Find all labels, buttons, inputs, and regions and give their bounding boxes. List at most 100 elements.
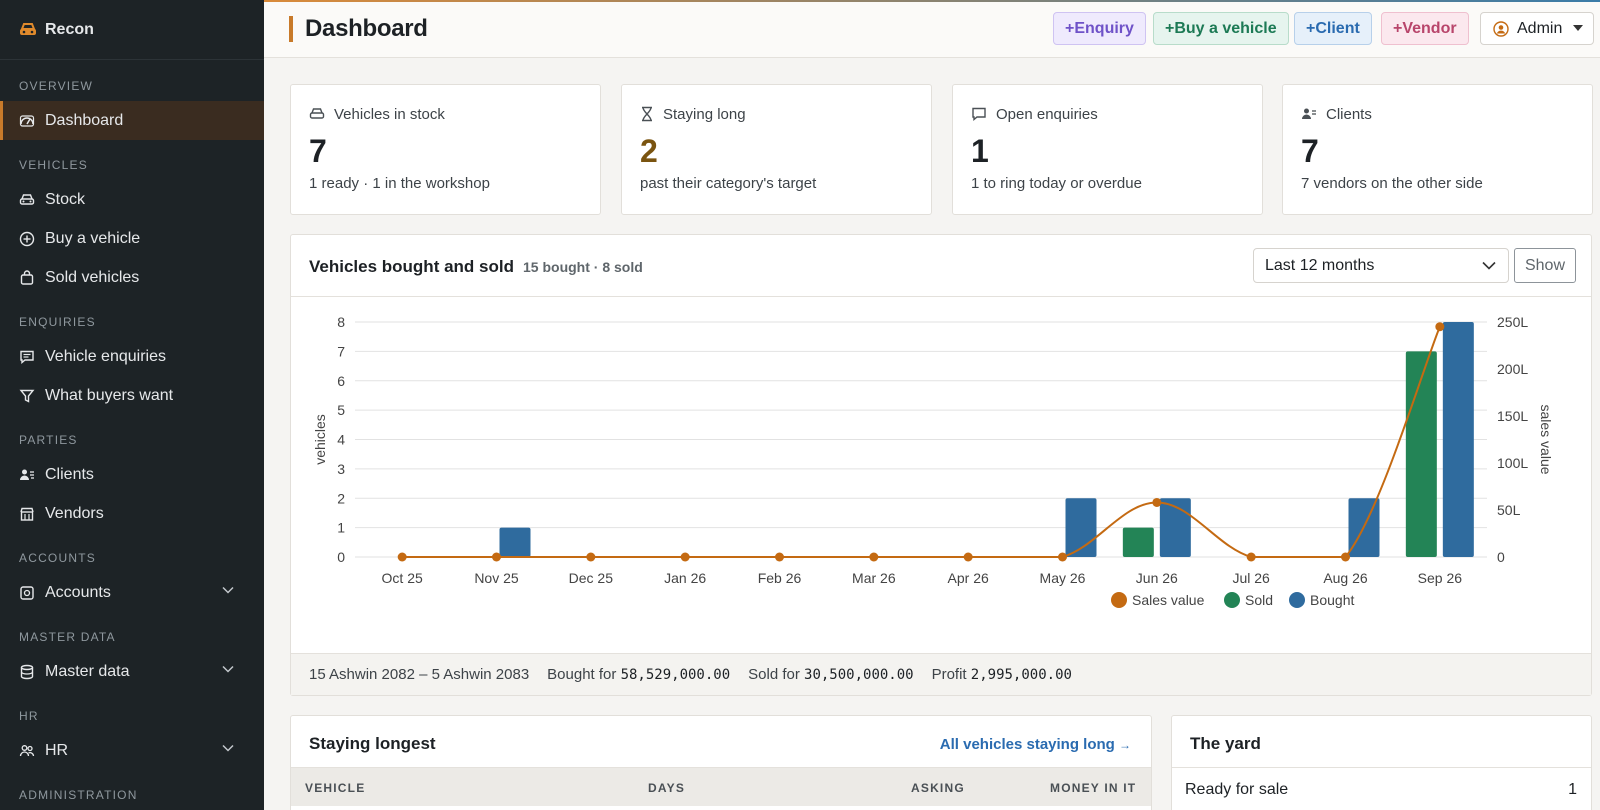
sidebar-item-label: Vehicle enquiries [45,347,166,365]
top-header: Dashboard + Enquiry + Buy a vehicle + Clien… [264,0,1600,58]
car-logo-icon [20,22,36,35]
x-tick-label: Oct 25 [382,570,423,586]
plus-icon: + [1165,19,1175,37]
x-tick-label: May 26 [1040,570,1086,586]
range-select[interactable]: Last 12 months [1253,248,1509,283]
section-label-parties: PARTIES [19,433,78,447]
legend-swatch [1111,592,1127,608]
y-tick-label: 7 [337,343,345,359]
sidebar-item-buy-a-vehicle[interactable]: Buy a vehicle [0,219,264,258]
stat-card-clients[interactable]: Clients 7 7 vendors on the other side [1282,84,1593,215]
y-tick-label: 5 [337,402,345,418]
profit-label: Profit [931,666,967,683]
quick-add-enquiry-button[interactable]: + Enquiry [1053,12,1146,45]
sidebar-item-hr[interactable]: HR [0,731,264,770]
chevron-down-icon [222,586,234,594]
user-menu[interactable]: Admin [1480,12,1594,45]
legend-label: Sold [1245,592,1273,608]
brand[interactable]: Recon [0,0,264,60]
sidebar-item-master-data[interactable]: Master data [0,652,264,691]
point-sales-value [1435,322,1445,332]
show-button[interactable]: Show [1514,248,1576,283]
database-icon [20,664,34,679]
stat-sub: 7 vendors on the other side [1301,175,1483,192]
y-axis-label: vehicles [312,414,328,465]
yard-row-value: 1 [1568,781,1577,798]
sidebar-item-dashboard[interactable]: Dashboard [0,101,264,140]
y-tick-label: 1 [337,520,345,536]
plus-icon: + [1065,19,1075,37]
quick-add-label: Client [1315,19,1360,37]
bar-bought [1159,498,1191,557]
bar-sold [1122,527,1154,557]
legend-swatch [1289,592,1305,608]
plus-icon: + [1306,19,1316,37]
stat-card-staying-long[interactable]: Staying long 2 past their category's tar… [621,84,932,215]
stat-card-open-enquiries[interactable]: Open enquiries 1 1 to ring today or over… [952,84,1263,215]
stat-sub: past their category's target [640,175,817,192]
quick-add-label: Enquiry [1074,19,1134,37]
sidebar-item-label: Stock [45,190,86,208]
bought-label: Bought for [547,666,617,683]
period-range: 15 Ashwin 2082 – 5 Ashwin 2083 [309,666,530,683]
section-label-hr: HR [19,709,39,723]
staying-longest-title: Staying longest [309,734,436,753]
point-sales-value [869,552,879,562]
line-sales-value [402,326,1441,558]
sidebar-item-label: What buyers want [45,386,174,404]
sold-value: 30,500,000.00 [804,667,914,683]
sidebar-item-label: Buy a vehicle [45,229,141,247]
section-label-accounts: ACCOUNTS [19,551,96,565]
column-header-vehicle[interactable]: VEHICLE [305,781,366,795]
car-icon [19,193,35,205]
sidebar-item-stock[interactable]: Stock [0,180,264,219]
sidebar-item-what-buyers-want[interactable]: What buyers want [0,376,264,415]
sidebar-item-label: Clients [45,465,94,483]
column-header-days[interactable]: DAYS [648,781,686,795]
sidebar-item-label: Accounts [45,583,111,601]
client-icon [1302,108,1316,119]
all-vehicles-staying-long-link[interactable]: All vehicles staying long → [940,736,1131,753]
stat-value: 2 [640,133,658,169]
user-circle-icon [1493,20,1509,37]
point-sales-value [397,552,407,562]
section-label-overview: OVERVIEW [19,79,94,93]
y2-axis-label: sales value [1538,404,1554,474]
chevron-down-icon [1482,261,1496,270]
chart-card: Vehicles bought and sold 15 bought · 8 s… [290,234,1592,696]
yard-row[interactable]: Ready for sale 1 [1172,768,1591,810]
y2-tick-label: 250L [1497,314,1528,330]
user-name: Admin [1517,19,1563,37]
sidebar-item-clients[interactable]: Clients [0,455,264,494]
quick-add-client-button[interactable]: + Client [1294,12,1372,45]
sidebar-item-vehicle-enquiries[interactable]: Vehicle enquiries [0,337,264,376]
column-header-asking[interactable]: ASKING [911,781,965,795]
stat-card-vehicles-in-stock[interactable]: Vehicles in stock 7 1 ready · 1 in the w… [290,84,601,215]
sidebar-item-sold-vehicles[interactable]: Sold vehicles [0,258,264,297]
y2-tick-label: 150L [1497,408,1528,424]
x-tick-label: Nov 25 [474,570,519,586]
quick-buy-vehicle-button[interactable]: + Buy a vehicle [1153,12,1289,45]
column-header-money-in-it[interactable]: MONEY IN IT [1050,781,1137,795]
sidebar-item-vendors[interactable]: Vendors [0,494,264,533]
y-tick-label: 2 [337,490,345,506]
point-sales-value [775,552,784,562]
stat-sub: 1 to ring today or overdue [971,175,1142,192]
chart-subtitle: 15 bought · 8 sold [523,259,643,275]
chevron-down-icon [222,744,234,752]
range-select-value: Last 12 months [1265,256,1375,274]
brand-name: Recon [45,20,94,38]
sidebar-item-accounts[interactable]: Accounts [0,573,264,612]
legend-label: Bought [1310,592,1354,608]
profit-value: 2,995,000.00 [970,667,1072,683]
staying-longest-card: Staying longest All vehicles staying lon… [290,715,1152,810]
y2-tick-label: 50L [1497,502,1521,518]
quick-add-vendor-button[interactable]: + Vendor [1381,12,1469,45]
x-tick-label: Mar 26 [852,570,896,586]
x-tick-label: Feb 26 [758,570,802,586]
sidebar-item-label: Master data [45,662,130,680]
y2-tick-label: 200L [1497,361,1528,377]
y2-tick-label: 100L [1497,455,1528,471]
client-icon [20,469,34,480]
chevron-down-icon [222,665,234,673]
